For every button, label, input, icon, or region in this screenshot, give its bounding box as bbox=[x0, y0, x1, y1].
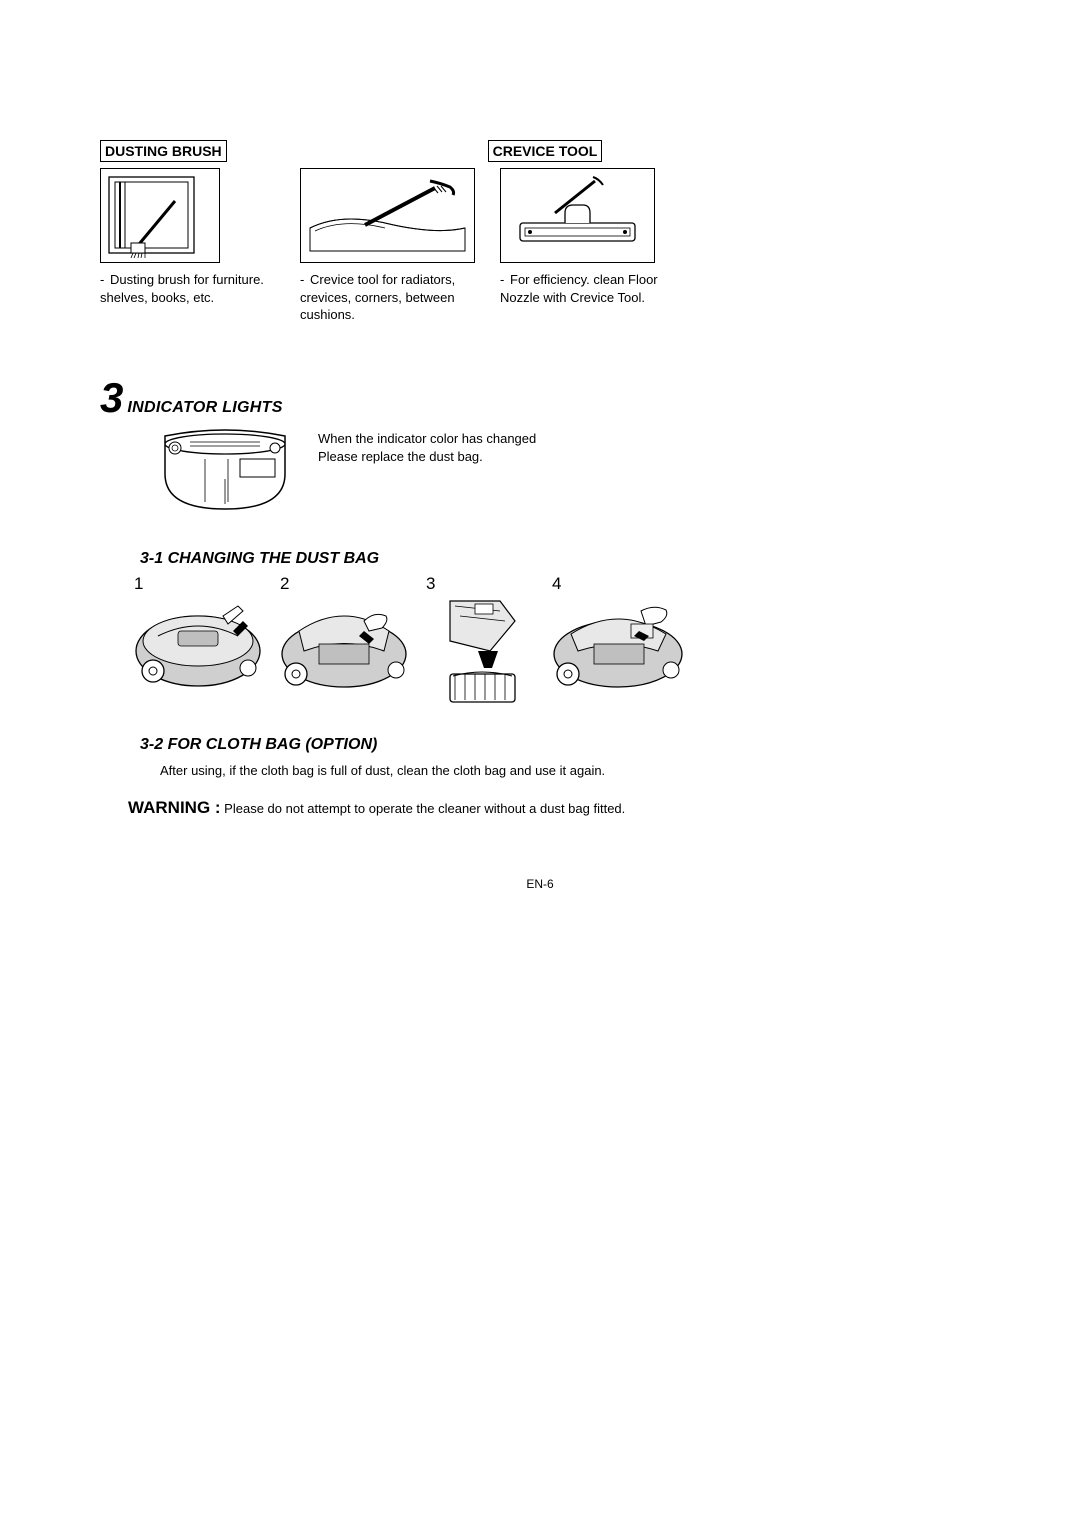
dusting-brush-caption-text: Dusting brush for furniture. shelves, bo… bbox=[100, 272, 264, 305]
dusting-brush-column: DUSTING BRUSH - bbox=[100, 140, 270, 324]
crevice-tool-left-caption-text: Crevice tool for radiators, crevices, co… bbox=[300, 272, 455, 322]
section-3-title: INDICATOR LIGHTS bbox=[127, 399, 282, 417]
indicator-text: When the indicator color has changed Ple… bbox=[318, 430, 536, 468]
crevice-tool-right-caption: -For efficiency. clean Floor Nozzle with… bbox=[500, 271, 680, 306]
dusting-brush-caption: -Dusting brush for furniture. shelves, b… bbox=[100, 271, 270, 306]
dust-bag-step-3: 3 bbox=[420, 574, 540, 706]
crevice-tool-header: CREVICE TOOL bbox=[488, 140, 603, 162]
subsection-3-2-title: 3-2 FOR CLOTH BAG (OPTION) bbox=[140, 736, 980, 754]
subsection-3-1-title: 3-1 CHANGING THE DUST BAG bbox=[140, 550, 980, 568]
manual-page: DUSTING BRUSH - bbox=[0, 0, 1080, 891]
dusting-brush-header: DUSTING BRUSH bbox=[100, 140, 227, 162]
crevice-tool-group: CREVICE TOOL bbox=[300, 140, 680, 324]
crevice-tool-right-column: -For efficiency. clean Floor Nozzle with… bbox=[500, 168, 680, 324]
crevice-tool-illustration-nozzle bbox=[500, 168, 655, 263]
crevice-tool-right-caption-text: For efficiency. clean Floor Nozzle with … bbox=[500, 272, 658, 305]
indicator-text-line1: When the indicator color has changed bbox=[318, 430, 536, 449]
tool-row: DUSTING BRUSH - bbox=[100, 140, 980, 324]
dusting-brush-illustration bbox=[100, 168, 220, 263]
crevice-tool-left-column: -Crevice tool for radiators, crevices, c… bbox=[300, 168, 480, 324]
section-3-number: 3 bbox=[100, 374, 123, 422]
dust-bag-step-2: 2 bbox=[274, 574, 414, 691]
step-1-number: 1 bbox=[134, 574, 268, 594]
indicator-text-line2: Please replace the dust bag. bbox=[318, 448, 536, 467]
warning-line: WARNING : Please do not attempt to opera… bbox=[128, 796, 878, 821]
crevice-tool-left-caption: -Crevice tool for radiators, crevices, c… bbox=[300, 271, 480, 324]
step-4-number: 4 bbox=[552, 574, 691, 594]
indicator-illustration bbox=[150, 424, 300, 514]
crevice-tool-illustration-cushion bbox=[300, 168, 475, 263]
warning-text: Please do not attempt to operate the cle… bbox=[224, 801, 625, 816]
step-3-number: 3 bbox=[426, 574, 540, 594]
page-number: EN-6 bbox=[100, 877, 980, 891]
cloth-bag-body-text: After using, if the cloth bag is full of… bbox=[160, 762, 860, 781]
dust-bag-step-1: 1 bbox=[128, 574, 268, 691]
warning-label: WARNING : bbox=[128, 798, 221, 817]
indicator-row: When the indicator color has changed Ple… bbox=[100, 424, 980, 514]
section-3-heading: 3 INDICATOR LIGHTS bbox=[100, 374, 980, 422]
dust-bag-step-4: 4 bbox=[546, 574, 691, 691]
step-2-number: 2 bbox=[280, 574, 414, 594]
dust-bag-steps-row: 1 2 bbox=[128, 574, 980, 706]
